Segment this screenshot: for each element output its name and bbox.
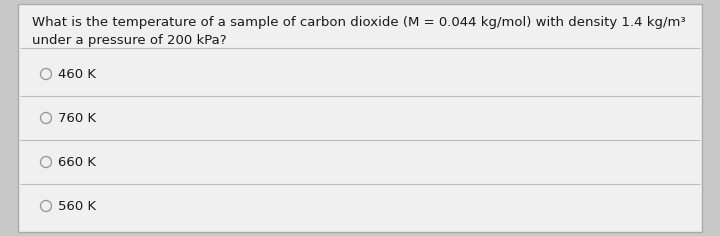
Text: What is the temperature of a sample of carbon dioxide (M = 0.044 kg/mol) with de: What is the temperature of a sample of c… bbox=[32, 16, 685, 29]
Text: 760 K: 760 K bbox=[58, 111, 96, 125]
Text: 460 K: 460 K bbox=[58, 67, 96, 80]
Text: 560 K: 560 K bbox=[58, 199, 96, 212]
Text: 660 K: 660 K bbox=[58, 156, 96, 169]
Text: under a pressure of 200 kPa?: under a pressure of 200 kPa? bbox=[32, 34, 227, 47]
FancyBboxPatch shape bbox=[18, 4, 702, 232]
